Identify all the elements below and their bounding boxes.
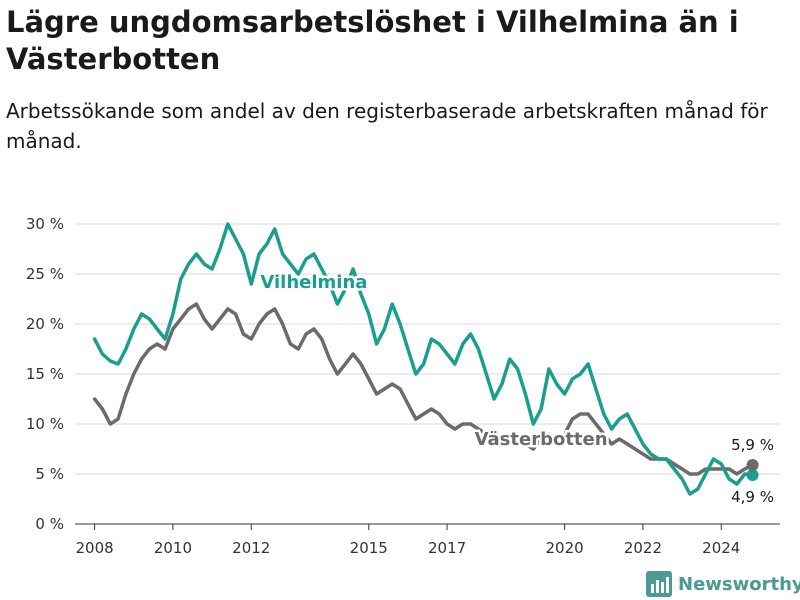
series-endpoints: 4,9 % 5,9 % <box>729 434 776 508</box>
y-axis-ticks: 0 % 5 % 10 % 15 % 20 % 25 % 30 % <box>26 215 64 533</box>
y-tick-label: 15 % <box>26 365 64 383</box>
end-value-label: 5,9 % <box>731 436 774 454</box>
series-endpoint <box>746 459 759 471</box>
brand-name: Newsworthy <box>678 573 800 595</box>
y-tick-label: 0 % <box>35 515 64 533</box>
y-tick-label: 25 % <box>26 265 64 283</box>
x-axis: 2008 2010 2012 2015 2017 2020 2022 2024 <box>75 523 780 557</box>
end-value-label: 4,9 % <box>731 488 774 506</box>
newsworthy-logo: Newsworthy <box>646 570 800 598</box>
series-line-vilhelmina <box>92 222 755 496</box>
x-tick-label: 2022 <box>624 539 662 557</box>
series-label: Vilhelmina <box>260 272 367 293</box>
x-tick-label: 2010 <box>154 539 192 557</box>
series-lines <box>92 222 755 496</box>
series-endpoint <box>746 469 759 481</box>
x-tick-label: 2017 <box>428 539 466 557</box>
x-tick-label: 2020 <box>545 539 583 557</box>
y-tick-label: 10 % <box>26 415 64 433</box>
y-tick-label: 30 % <box>26 215 64 233</box>
chart-subtitle: Arbetssökande som andel av den registerb… <box>6 99 768 153</box>
x-tick-label: 2012 <box>232 539 270 557</box>
bar-chart-icon <box>646 571 672 597</box>
y-tick-label: 5 % <box>35 465 64 483</box>
chart-title: Lägre ungdomsarbetslöshet i Vilhelmina ä… <box>6 5 739 76</box>
series-labels: Vilhelmina Västerbotten <box>258 270 610 453</box>
x-tick-label: 2008 <box>75 539 113 557</box>
series-label: Västerbotten <box>475 429 608 450</box>
x-tick-label: 2024 <box>702 539 740 557</box>
y-tick-label: 20 % <box>26 315 64 333</box>
x-tick-label: 2015 <box>350 539 388 557</box>
series-line-vsterbotten <box>92 302 755 476</box>
gridlines <box>75 223 780 475</box>
